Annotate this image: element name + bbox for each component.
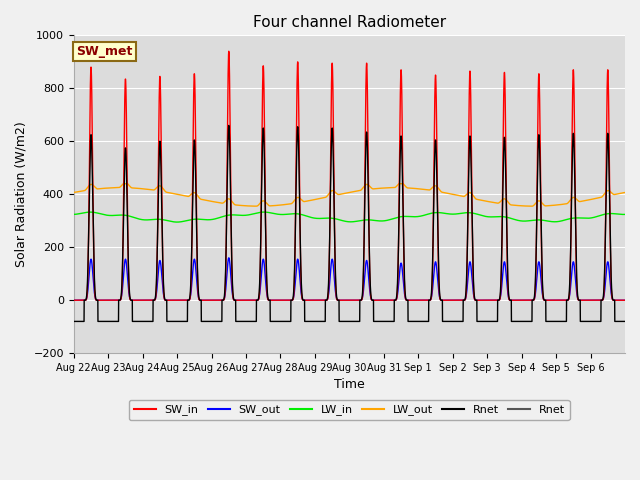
Y-axis label: Solar Radiation (W/m2): Solar Radiation (W/m2)	[15, 121, 28, 267]
Text: SW_met: SW_met	[77, 45, 133, 58]
Legend: SW_in, SW_out, LW_in, LW_out, Rnet, Rnet: SW_in, SW_out, LW_in, LW_out, Rnet, Rnet	[129, 400, 570, 420]
X-axis label: Time: Time	[334, 378, 365, 392]
Title: Four channel Radiometer: Four channel Radiometer	[253, 15, 446, 30]
